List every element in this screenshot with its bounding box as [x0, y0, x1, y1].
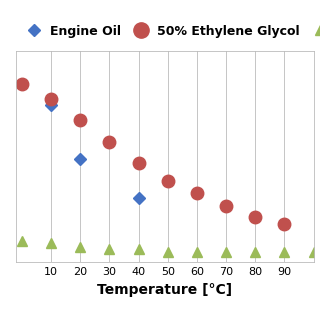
X-axis label: Temperature [°C]: Temperature [°C]	[97, 283, 232, 297]
Legend: Engine Oil, 50% Ethylene Glycol, W: Engine Oil, 50% Ethylene Glycol, W	[16, 20, 320, 43]
